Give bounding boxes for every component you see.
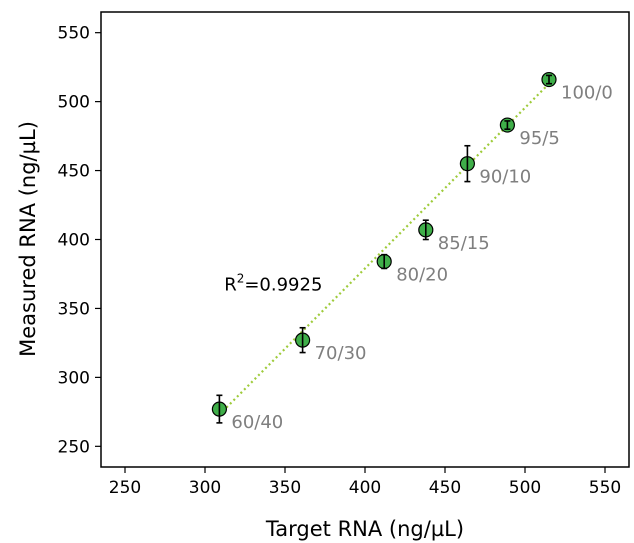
x-axis-title: Target RNA (ng/µL)	[265, 517, 464, 541]
x-tick-label: 300	[189, 478, 221, 498]
y-tick-label: 450	[58, 162, 90, 182]
x-tick-label: 400	[349, 478, 381, 498]
point-label: 100/0	[561, 83, 613, 104]
data-points	[211, 71, 557, 424]
x-tick-label: 550	[589, 478, 621, 498]
y-axis-title: Measured RNA (ng/µL)	[16, 121, 40, 357]
data-point	[376, 253, 392, 270]
y-axis-ticks: 250 300 350 400 450 500 550	[58, 24, 101, 457]
point-label: 85/15	[438, 233, 490, 254]
point-label: 80/20	[396, 265, 448, 286]
y-tick-label: 500	[58, 93, 90, 113]
x-tick-label: 450	[429, 478, 461, 498]
y-tick-label: 550	[58, 24, 90, 44]
point-label: 90/10	[479, 167, 531, 188]
data-point	[499, 117, 515, 133]
data-point	[295, 326, 311, 354]
x-tick-label: 250	[109, 478, 141, 498]
trendline	[218, 82, 550, 416]
point-label: 60/40	[231, 412, 283, 433]
point-label: 70/30	[315, 343, 367, 364]
x-tick-label: 350	[269, 478, 301, 498]
data-point	[211, 394, 227, 424]
point-label: 95/5	[519, 128, 559, 149]
y-tick-label: 300	[58, 368, 90, 388]
x-axis-ticks: 250 300 350 400 450 500 550	[109, 467, 621, 498]
data-point	[459, 144, 475, 183]
y-tick-label: 400	[58, 231, 90, 251]
r-squared-annotation: R2=0.9925	[224, 272, 322, 296]
y-tick-label: 250	[58, 437, 90, 457]
point-labels: 60/40 70/30 80/20 85/15 90/10 95/5 100/0	[231, 83, 612, 434]
data-point	[418, 219, 434, 241]
x-tick-label: 500	[509, 478, 541, 498]
data-point	[541, 71, 557, 88]
y-tick-label: 350	[58, 299, 90, 319]
